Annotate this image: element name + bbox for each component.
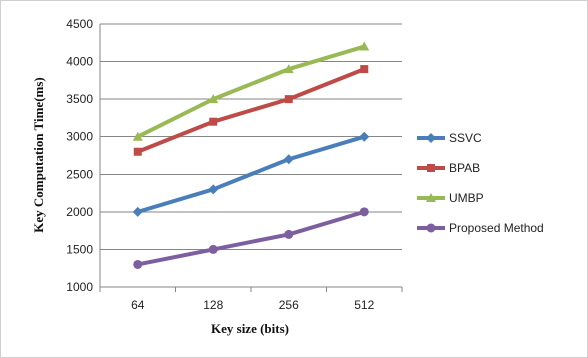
y-tick-label: 1500 [66,242,93,256]
y-axis-ticks: 1000 1500 2000 2500 3000 3500 4000 4500 [66,17,93,294]
x-tick-label: 128 [203,298,223,312]
data-point-proposed-method [284,230,293,239]
data-point-bpab [134,148,142,156]
legend-label: Proposed Method [449,221,544,235]
data-point-proposed-method [133,260,142,269]
y-tick-label: 1000 [66,280,93,294]
legend-swatch-marker [427,224,436,233]
legend-label: BPAB [449,161,480,175]
y-tick-label: 4000 [66,55,93,69]
legend-item-proposed-method: Proposed Method [417,221,544,235]
plot-area [100,24,402,287]
x-tick-label: 64 [131,298,145,312]
y-tick-label: 3000 [66,130,93,144]
legend: SSVC BPAB UMBP Proposed Method [417,131,544,235]
y-tick-label: 2500 [66,167,93,181]
legend-item-umbp: UMBP [417,191,484,205]
y-tick-label: 2000 [66,205,93,219]
data-point-bpab [209,118,217,126]
legend-label: UMBP [449,191,484,205]
x-axis-title: Key size (bits) [211,321,289,336]
data-point-bpab [285,95,293,103]
data-point-ssvc [133,207,143,217]
legend-swatch-marker [426,133,436,143]
series-layer [133,42,370,269]
data-point-bpab [360,65,368,73]
x-tick-label: 256 [279,298,299,312]
y-tick-label: 3500 [66,92,93,106]
series-line-umbp [138,47,365,137]
legend-item-bpab: BPAB [417,161,480,175]
series-line-bpab [138,69,365,152]
legend-label: SSVC [449,131,482,145]
y-axis-title: Key Computation Time(ms) [31,77,46,233]
x-tick-label: 512 [354,298,374,312]
x-axis-ticks: 64 128 256 512 [100,287,402,312]
legend-swatch-marker [427,164,435,172]
data-point-proposed-method [360,207,369,216]
y-tick-label: 4500 [66,17,93,31]
data-point-proposed-method [209,245,218,254]
series-line-proposed-method [138,212,365,265]
data-point-ssvc [359,132,369,142]
legend-item-ssvc: SSVC [417,131,482,145]
